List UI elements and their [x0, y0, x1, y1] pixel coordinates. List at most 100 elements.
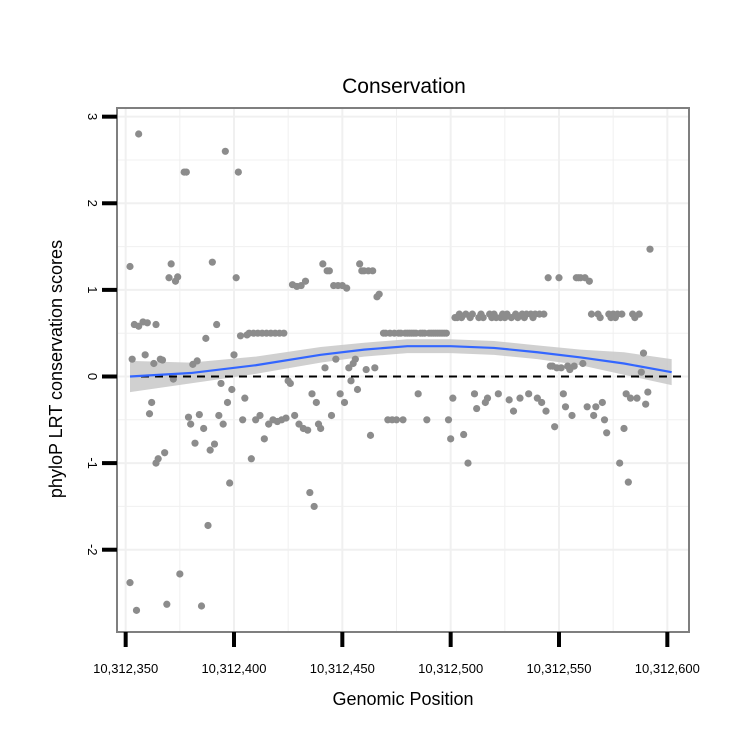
- data-point: [635, 310, 643, 318]
- data-point: [423, 416, 431, 424]
- data-point: [191, 439, 199, 447]
- data-point: [195, 411, 203, 419]
- data-point: [447, 435, 455, 443]
- data-point: [310, 502, 318, 511]
- data-point: [208, 258, 216, 266]
- x-tick-label: 10,312,450: [310, 661, 375, 676]
- data-point: [213, 320, 221, 329]
- data-point: [282, 414, 290, 422]
- data-point: [568, 411, 576, 420]
- data-point: [592, 403, 600, 411]
- data-point: [321, 364, 329, 372]
- data-point: [590, 411, 598, 420]
- data-point: [483, 394, 492, 402]
- data-point: [392, 416, 401, 424]
- data-point: [167, 260, 175, 268]
- data-point: [633, 394, 641, 402]
- data-point: [193, 357, 201, 365]
- data-point: [184, 413, 193, 421]
- data-point: [366, 431, 375, 439]
- y-axis: 3 2 1 0 -1 -2: [85, 113, 117, 556]
- panel-border: [116, 107, 690, 633]
- x-axis: 10,312,350 10,312,400 10,312,450 10,312,500…: [93, 632, 700, 676]
- data-point: [626, 394, 635, 402]
- data-point: [414, 390, 422, 398]
- data-point: [332, 355, 340, 363]
- data-point: [583, 403, 591, 411]
- data-point: [301, 277, 310, 285]
- data-point: [145, 410, 154, 418]
- data-point: [449, 394, 457, 402]
- data-point: [538, 398, 546, 407]
- data-point: [204, 521, 212, 530]
- data-point: [460, 430, 468, 439]
- data-points: [126, 130, 654, 614]
- data-point: [128, 355, 136, 363]
- data-point: [509, 407, 518, 415]
- data-point: [555, 274, 563, 282]
- data-point: [468, 310, 476, 318]
- data-point: [620, 424, 628, 433]
- data-point: [570, 362, 578, 370]
- data-point: [444, 416, 453, 424]
- x-tick-label: 10,312,600: [635, 661, 700, 676]
- data-point: [210, 440, 219, 448]
- data-point: [126, 262, 134, 271]
- data-point: [319, 260, 327, 268]
- data-point: [197, 602, 206, 610]
- x-tick-label: 10,312,550: [526, 661, 591, 676]
- data-point: [308, 390, 316, 398]
- data-point: [542, 407, 550, 415]
- data-point: [473, 404, 481, 413]
- y-tick-label: 0: [85, 373, 100, 380]
- data-point: [639, 349, 648, 357]
- chart-title: Conservation: [342, 75, 466, 98]
- y-axis-title: phyloP LRT conservation scores: [46, 240, 66, 498]
- data-point: [596, 314, 604, 322]
- data-point: [215, 411, 223, 420]
- data-point: [317, 424, 325, 433]
- data-point: [187, 420, 195, 428]
- data-point: [340, 398, 349, 407]
- data-point: [182, 168, 190, 176]
- data-point: [154, 455, 162, 463]
- data-point: [369, 267, 377, 275]
- data-point: [306, 488, 314, 497]
- data-point: [479, 314, 487, 322]
- data-point: [551, 423, 559, 431]
- data-point: [150, 359, 158, 368]
- data-point: [206, 446, 214, 454]
- data-point: [152, 320, 160, 329]
- data-point: [637, 368, 645, 376]
- data-point: [540, 310, 548, 318]
- data-point: [603, 429, 611, 437]
- y-tick-label: 3: [85, 113, 100, 120]
- smooth-line: [129, 345, 672, 378]
- data-point: [200, 424, 208, 433]
- y-tick-label: -1: [85, 457, 100, 469]
- data-point: [236, 332, 245, 340]
- data-point: [351, 355, 359, 363]
- smooth-line-group: [129, 345, 672, 378]
- data-point: [585, 277, 593, 285]
- data-point: [158, 356, 167, 364]
- data-point: [312, 398, 320, 407]
- data-point: [280, 329, 288, 337]
- data-point: [356, 260, 364, 268]
- data-point: [559, 390, 567, 398]
- data-point: [505, 396, 513, 404]
- data-point: [544, 274, 552, 282]
- data-point: [148, 398, 156, 407]
- x-tick-label: 10,312,350: [93, 661, 158, 676]
- x-tick-label: 10,312,400: [201, 661, 266, 676]
- data-point: [624, 478, 632, 486]
- data-point: [241, 394, 249, 402]
- data-point: [219, 420, 227, 428]
- data-point: [579, 359, 587, 368]
- data-point: [221, 147, 229, 155]
- data-point: [132, 606, 141, 614]
- data-point: [353, 385, 362, 394]
- data-point: [286, 379, 294, 388]
- data-point: [176, 570, 184, 578]
- data-point: [343, 284, 351, 292]
